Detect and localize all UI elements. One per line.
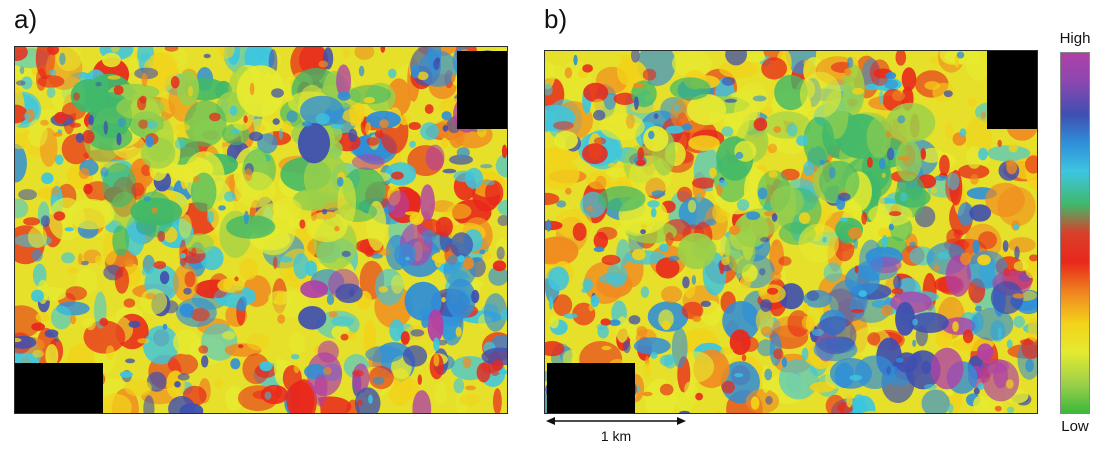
scale-bar-label: 1 km — [600, 428, 632, 444]
no-data-mask-top-right — [987, 51, 1037, 129]
scale-bar: 1 km — [546, 414, 686, 446]
attribute-map-b-image — [545, 51, 1037, 413]
colorbar — [1060, 52, 1090, 414]
no-data-mask-bottom-left — [547, 363, 635, 413]
colorbar-high-label: High — [1059, 30, 1091, 47]
no-data-mask-bottom-left — [15, 363, 103, 413]
no-data-mask-top-right — [457, 51, 507, 129]
attribute-map-a — [14, 46, 508, 414]
attribute-map-a-image — [15, 47, 507, 413]
attribute-map-b — [544, 50, 1038, 414]
panel-b-label: b) — [544, 4, 568, 34]
colorbar-low-label: Low — [1061, 418, 1089, 435]
panel-a-label: a) — [14, 4, 38, 34]
scale-bar-arrow — [546, 417, 686, 425]
